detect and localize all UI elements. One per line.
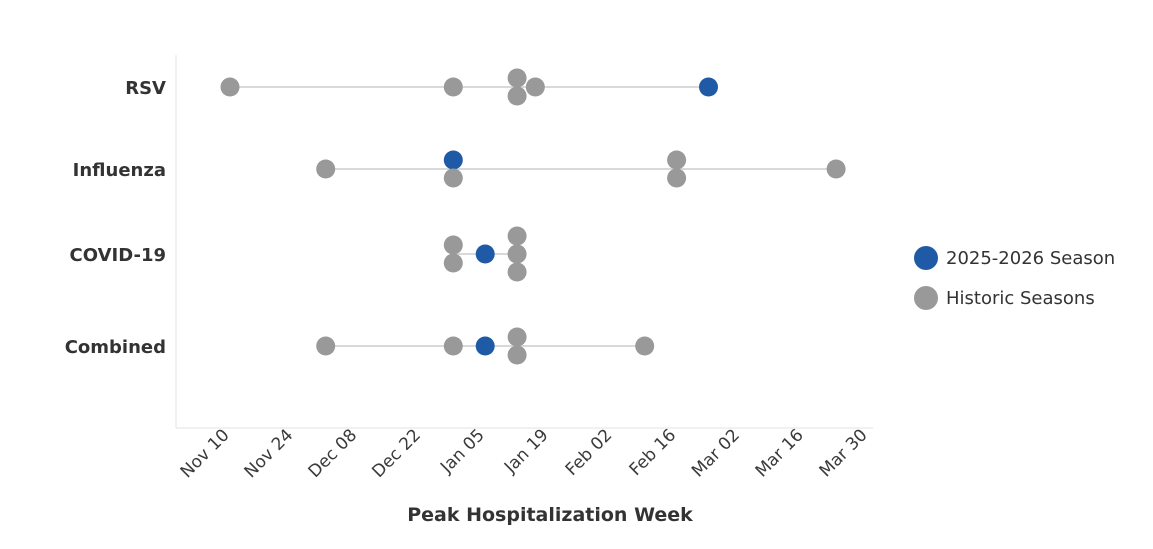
legend: 2025-2026 Season Historic Seasons: [914, 238, 1115, 318]
range-lines: [230, 86, 837, 347]
point-historic-season[interactable]: [443, 77, 463, 97]
point-historic-season[interactable]: [507, 86, 527, 106]
x-tick-label: Mar 02: [688, 425, 744, 481]
point-current-season[interactable]: [475, 244, 495, 264]
x-tick-label: Mar 30: [816, 425, 872, 481]
category-label-influenza: Influenza: [73, 160, 166, 181]
point-historic-season[interactable]: [507, 345, 527, 365]
x-tick-label: Jan 19: [500, 425, 553, 478]
point-historic-season[interactable]: [443, 235, 463, 255]
point-historic-season[interactable]: [826, 159, 846, 179]
x-tick-label: Feb 02: [562, 425, 617, 480]
legend-swatch-current: [914, 246, 938, 270]
x-tick-label: Nov 24: [241, 425, 298, 482]
point-current-season[interactable]: [699, 77, 718, 97]
x-tick-label: Jan 05: [436, 425, 489, 478]
point-historic-season[interactable]: [507, 327, 527, 347]
point-historic-season[interactable]: [667, 168, 687, 188]
x-tick-label: Dec 22: [368, 425, 425, 482]
point-historic-season[interactable]: [443, 336, 463, 356]
point-historic-season[interactable]: [525, 77, 545, 97]
legend-swatch-historic: [914, 286, 938, 310]
point-historic-season[interactable]: [507, 226, 527, 246]
x-axis-title: Peak Hospitalization Week: [407, 504, 693, 526]
x-tick-label: Feb 16: [626, 425, 681, 480]
legend-label-historic: Historic Seasons: [946, 287, 1095, 309]
data-points: [220, 68, 846, 365]
category-labels: RSV Influenza COVID-19 Combined: [65, 78, 166, 358]
x-tick-label: Nov 10: [177, 425, 234, 482]
x-tick-label: Dec 08: [305, 425, 362, 482]
x-tick-labels: Nov 10 Nov 24 Dec 08 Dec 22 Jan 05 Jan 19 Feb …: [177, 425, 872, 482]
x-tick-label: Mar 16: [752, 425, 808, 481]
category-label-covid-19: COVID-19: [70, 245, 166, 266]
point-historic-season[interactable]: [316, 336, 336, 356]
point-historic-season[interactable]: [667, 150, 687, 170]
point-current-season[interactable]: [475, 336, 495, 356]
category-label-rsv: RSV: [125, 78, 166, 99]
legend-label-current: 2025-2026 Season: [946, 247, 1116, 269]
point-historic-season[interactable]: [443, 253, 463, 273]
category-label-combined: Combined: [65, 337, 166, 358]
point-historic-season[interactable]: [507, 244, 527, 264]
legend-item-current[interactable]: 2025-2026 Season: [914, 238, 1115, 278]
point-historic-season[interactable]: [220, 77, 240, 97]
point-historic-season[interactable]: [507, 68, 527, 88]
point-historic-season[interactable]: [635, 336, 655, 356]
point-historic-season[interactable]: [507, 262, 527, 282]
point-current-season[interactable]: [443, 150, 463, 170]
point-historic-season[interactable]: [443, 168, 463, 188]
point-historic-season[interactable]: [316, 159, 336, 179]
legend-item-historic[interactable]: Historic Seasons: [914, 278, 1115, 318]
